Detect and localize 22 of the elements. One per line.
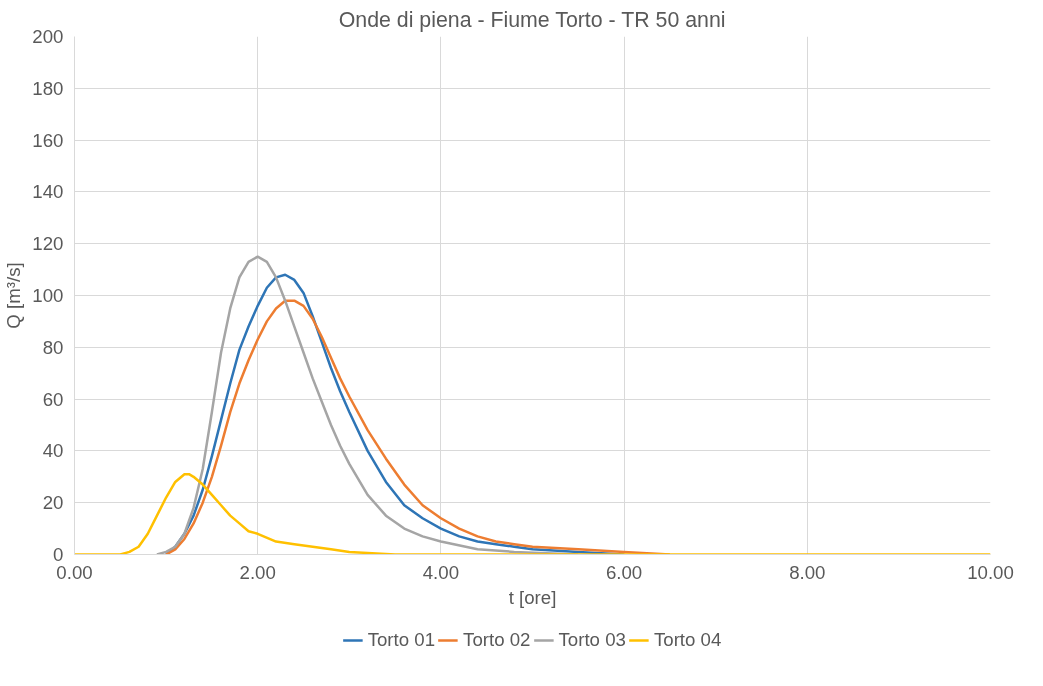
legend-label: Torto 01 (367, 629, 436, 651)
y-tick-label: 100 (32, 285, 64, 306)
legend-label: Torto 02 (463, 629, 531, 651)
y-axis-title: Q [m³/s] (3, 262, 25, 329)
chart-title: Onde di piena - Fiume Torto - TR 50 anni (338, 7, 726, 32)
legend-label: Torto 03 (558, 629, 626, 651)
x-tick-label: 2.00 (239, 561, 276, 583)
x-tick-label: 6.00 (605, 561, 643, 583)
y-tick-label: 40 (42, 440, 64, 462)
x-tick-label: 8.00 (789, 561, 826, 583)
x-axis-title: t [ore] (508, 586, 557, 608)
y-tick-label: 180 (32, 77, 64, 99)
y-tick-label: 120 (32, 233, 64, 255)
y-tick-label: 20 (42, 492, 64, 514)
x-tick-label: 10.00 (967, 561, 1014, 583)
x-tick-label: 4.00 (422, 561, 460, 583)
y-tick-label: 140 (32, 181, 64, 203)
y-tick-label: 60 (42, 388, 64, 410)
y-tick-label: 160 (32, 129, 64, 151)
legend-label: Torto 04 (653, 629, 722, 651)
y-tick-label: 200 (32, 26, 64, 47)
y-tick-label: 80 (42, 336, 64, 358)
